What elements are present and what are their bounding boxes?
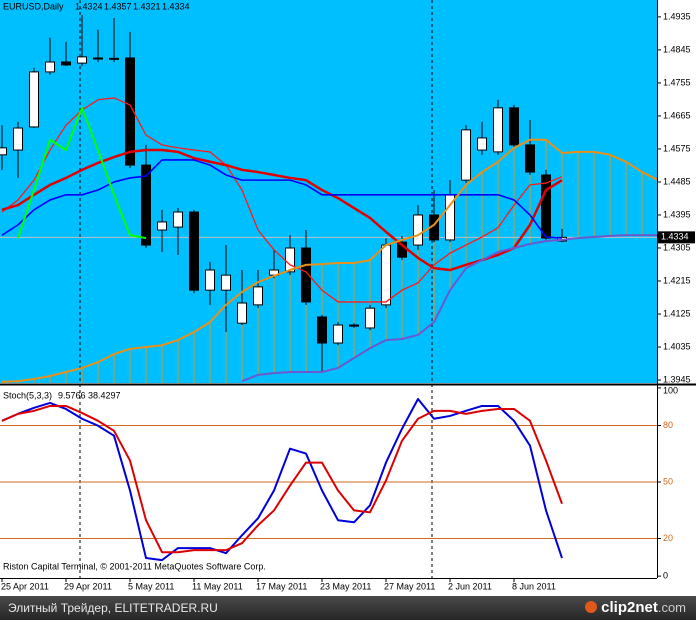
header-high: 1.4357 [104,1,132,11]
stoch-value: 9.5766 [58,390,86,400]
candle-body [13,127,23,151]
stoch-plot [0,397,657,562]
candle-body [173,211,183,228]
y-tick-label: 80 [663,420,673,430]
candle-body [317,316,327,344]
y-tick-label: 1.4935 [663,11,691,21]
y-tick-label: 1.4845 [663,44,691,54]
logo-text: clip2net [601,599,658,616]
candle-body [125,57,135,166]
x-tick-label: 8 Jun 2011 [512,581,556,591]
candle-body [0,147,7,156]
logo: clip2net.com [585,599,686,616]
y-tick-label: 1.4485 [663,176,691,186]
logo-icon [585,601,598,613]
logo-suffix: .com [657,600,686,615]
y-tick-label: 1.4035 [663,341,691,351]
candle-body [541,174,551,239]
candle-body [77,56,87,64]
candle-body [189,211,199,291]
x-tick-label: 29 Apr 2011 [64,581,112,591]
candle-body [301,247,311,303]
indicator-line [1,97,563,303]
footer-text: Элитный Трейдер, ELITETRADER.RU [8,601,218,615]
y-tick-label: 1.4395 [663,209,691,219]
main-plot [0,15,657,383]
candle-body [365,307,375,329]
indicator-line [1,148,563,272]
header-open: 1.4324 [75,1,103,11]
candle-body [461,129,471,181]
x-tick-label: 27 May 2011 [384,581,435,591]
last-price-box [658,231,695,244]
terminal-chart: 1.4935 1.4845 1.4755 1.4665 1.4575 1.4485 1.43… [0,0,696,591]
chart-title: EURUSD,Daily [3,1,64,11]
last-price-label: 1.4334 [661,232,689,242]
x-tick-label: 2 Jun 2011 [448,581,492,591]
y-tick-label: 1.4305 [663,242,691,252]
copyright: Riston Capital Terminal, © 2001-2011 Met… [3,561,266,571]
indicator-line [1,159,563,239]
candle-body [349,324,359,327]
candle-body [93,57,103,60]
stoch-line [1,397,563,562]
footer: Элитный Трейдер, ELITETRADER.RU clip2net… [0,596,696,620]
y-tick-label: 100 [663,385,678,395]
x-tick-label: 5 May 2011 [128,581,174,591]
indicator-line [1,138,657,383]
y-tick-label: 1.4575 [663,143,691,153]
axes: 1.4935 1.4845 1.4755 1.4665 1.4575 1.4485 1.43… [1,1,695,591]
indicator-line [17,106,147,240]
x-tick-label: 17 May 2011 [256,581,307,591]
candle-body [525,144,535,173]
y-tick-label: 20 [663,533,673,543]
candle-body [253,286,263,306]
candle-body [29,71,39,128]
candle-body [221,274,231,291]
y-tick-label: 1.4755 [663,77,691,87]
y-tick-label: 1.3945 [663,374,691,384]
candle-body [493,107,503,153]
x-tick-label: 23 May 2011 [320,581,371,591]
stoch-value: 38.4297 [88,390,121,400]
candle-body [237,302,247,324]
candle-body [381,244,391,306]
stoch-line [1,404,563,554]
candle-body [205,269,215,291]
candle-body [109,57,119,60]
candle-body [509,107,519,146]
candle-body [477,137,487,151]
indicator-line [241,234,657,383]
y-tick-label: 1.4215 [663,275,691,285]
y-tick-label: 1.4125 [663,308,691,318]
main-plot-background [0,0,657,383]
candle-body [157,221,167,231]
y-tick-label: 50 [663,476,673,486]
y-tick-label: 0 [663,570,668,580]
stoch-title: Stoch(5,3,3) [3,390,52,400]
candle-body [141,164,151,246]
candle-body [45,61,55,73]
y-tick-label: 1.4665 [663,110,691,120]
x-tick-label: 11 May 2011 [192,581,243,591]
candle-body [61,61,71,66]
header-close: 1.4334 [162,1,190,11]
header-low: 1.4321 [133,1,161,11]
candle-body [413,214,423,246]
x-tick-label: 25 Apr 2011 [1,581,49,591]
candle-body [333,324,343,344]
